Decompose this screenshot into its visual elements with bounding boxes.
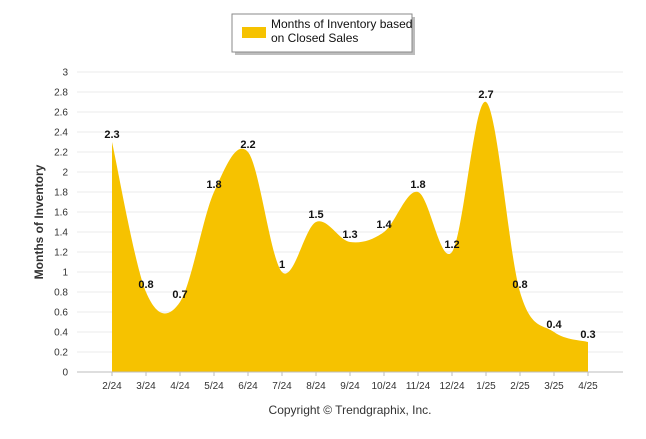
copyright-footer: Copyright © Trendgraphix, Inc. — [269, 403, 432, 417]
data-labels: 2.3 0.8 0.7 1.8 2.2 1 1.5 1.3 1.4 1.8 1.2 2.7 0.8 0.4… — [104, 89, 595, 341]
x-tick-label: 8/24 — [306, 381, 326, 392]
y-tick-label: 1.2 — [54, 248, 68, 259]
data-label: 0.3 — [580, 329, 595, 341]
x-tick-label: 9/24 — [340, 381, 360, 392]
y-tick-label: 0.8 — [54, 288, 68, 299]
legend-label-line-2: on Closed Sales — [271, 31, 358, 45]
data-label: 1 — [279, 259, 285, 271]
data-label: 1.2 — [444, 239, 459, 251]
y-tick-label: 2.2 — [54, 148, 68, 159]
y-tick-label: 0.2 — [54, 348, 68, 359]
x-tick-label: 6/24 — [238, 381, 258, 392]
y-tick-label: 2.4 — [54, 128, 68, 139]
x-axis-ticks: 2/24 3/24 4/24 5/24 6/24 7/24 8/24 9/24 10/24 11/… — [77, 371, 623, 392]
data-label: 0.7 — [172, 289, 187, 301]
y-tick-label: 0.6 — [54, 308, 68, 319]
y-tick-label: 2 — [62, 168, 68, 179]
series-area-path — [112, 101, 588, 372]
y-tick-label: 1.6 — [54, 208, 68, 219]
data-label: 2.7 — [478, 89, 493, 101]
data-label: 2.2 — [240, 139, 255, 151]
y-tick-label: 1.4 — [54, 228, 68, 239]
x-tick-label: 5/24 — [204, 381, 224, 392]
x-tick-label: 4/25 — [578, 381, 598, 392]
data-label: 0.4 — [546, 319, 562, 331]
series-area — [112, 101, 588, 372]
y-tick-label: 2.8 — [54, 88, 68, 99]
legend: Months of Inventory based on Closed Sale… — [231, 13, 415, 55]
x-tick-label: 3/24 — [136, 381, 156, 392]
x-tick-label: 7/24 — [272, 381, 292, 392]
data-label: 0.8 — [138, 279, 153, 291]
y-tick-label: 0 — [62, 368, 68, 379]
x-tick-label: 2/25 — [510, 381, 530, 392]
data-label: 2.3 — [104, 129, 119, 141]
y-tick-label: 1 — [62, 268, 68, 279]
legend-swatch — [242, 27, 266, 38]
legend-label-line-1: Months of Inventory based — [271, 17, 412, 31]
x-tick-label: 1/25 — [476, 381, 496, 392]
x-tick-label: 11/24 — [406, 381, 431, 392]
x-tick-label: 10/24 — [371, 381, 396, 392]
x-tick-label: 3/25 — [544, 381, 564, 392]
y-tick-label: 1.8 — [54, 188, 68, 199]
y-tick-label: 0.4 — [54, 328, 68, 339]
y-axis-ticks: 0 0.2 0.4 0.6 0.8 1 1.2 1.4 1.6 1.8 2 2.2 2.4 2.6 2.8 3 — [54, 68, 68, 379]
data-label: 1.4 — [376, 219, 392, 231]
x-tick-label: 2/24 — [102, 381, 122, 392]
data-label: 0.8 — [512, 279, 527, 291]
data-label: 1.3 — [342, 229, 357, 241]
data-label: 1.5 — [308, 209, 323, 221]
data-label: 1.8 — [206, 179, 221, 191]
y-tick-label: 3 — [62, 68, 68, 79]
data-label: 1.8 — [410, 179, 425, 191]
x-tick-label: 12/24 — [439, 381, 464, 392]
y-axis-title: Months of Inventory — [32, 164, 46, 279]
x-tick-label: 4/24 — [170, 381, 190, 392]
y-tick-label: 2.6 — [54, 108, 68, 119]
